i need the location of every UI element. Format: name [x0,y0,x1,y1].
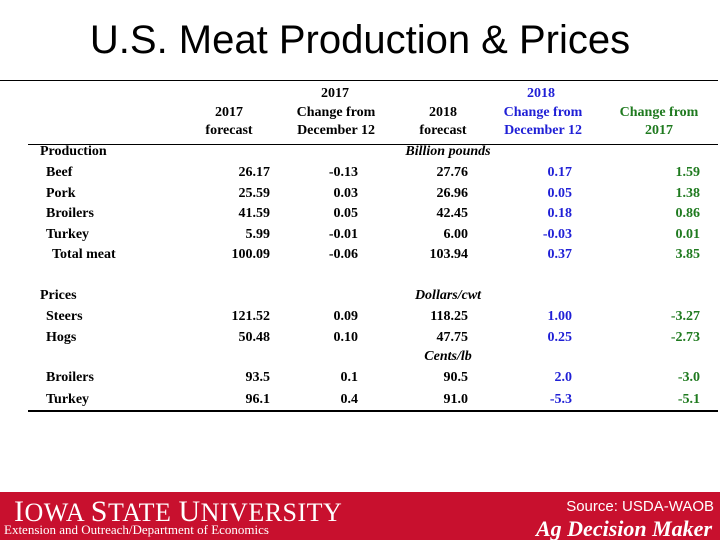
extension-text: Extension and Outreach/Department of Eco… [4,522,269,537]
table-row: Steers 121.52 0.09 118.25 1.00 -3.27 [28,309,718,327]
bottom-rule [28,410,718,412]
row-value: 42.45 [436,206,469,221]
row-value: -3.27 [670,309,700,324]
row-label: Turkey [46,392,90,407]
university-logo: IOWA STATE UNIVERSITY [14,495,343,528]
header-col1-line1: 2017 [215,105,243,120]
row-value: 1.00 [547,309,573,324]
table-row: Broilers 41.59 0.05 42.45 0.18 0.86 [28,206,718,224]
row-value: -3.0 [677,370,700,385]
row-value: 25.59 [238,185,271,201]
row-value: 27.76 [436,165,469,180]
row-value: 103.94 [429,247,469,262]
table-row: Turkey 96.1 0.4 91.0 -5.3 -5.1 [28,392,718,410]
table-row: Turkey 5.99 -0.01 6.00 -0.03 0.01 [28,227,718,245]
footer-bar [0,492,720,540]
row-value: -0.01 [328,226,358,242]
table-row: Pork 25.59 0.03 26.96 0.05 1.38 [28,186,718,204]
row-label: Broilers [46,370,94,385]
row-value: 41.59 [238,206,271,221]
header-col2-line2: December 12 [297,123,375,138]
row-value: 1.38 [675,185,701,201]
row-value: 2.0 [554,370,573,385]
header-2018-top: 2018 [527,86,555,101]
header-col3-line1: 2018 [429,105,457,120]
row-value: -5.3 [549,392,572,407]
header-col3-line2: forecast [419,123,467,138]
row-value: 6.00 [443,226,469,242]
row-value: 0.05 [333,206,359,221]
row-label: Broilers [46,206,94,221]
production-unit: Billion pounds [405,144,491,159]
row-value: -0.13 [328,165,358,180]
row-value: 90.5 [443,370,469,385]
prices-unit-dollars: Dollars/cwt [414,288,482,303]
row-value: 100.09 [231,247,271,262]
row-value: 0.1 [340,370,359,385]
header-col4-line1: Change from [503,105,583,120]
row-value: 0.86 [675,206,701,221]
header-col5-line2: 2017 [645,123,673,138]
row-value: 1.59 [675,165,701,180]
row-label: Turkey [46,226,90,242]
table-row: Beef 26.17 -0.13 27.76 0.17 1.59 [28,165,718,183]
row-label: Beef [46,165,73,180]
row-value: 0.05 [547,185,573,201]
row-value: 0.18 [547,206,573,221]
row-value: 118.25 [430,309,468,324]
row-value: -5.1 [677,392,700,407]
prices-unit-cents: Cents/lb [424,349,472,364]
row-value: 0.10 [333,329,359,345]
row-label: Total meat [52,247,116,262]
row-value: -0.03 [542,226,572,242]
row-value: 50.48 [238,329,271,345]
row-value: 96.1 [245,392,271,407]
row-label: Hogs [46,329,77,345]
header-2017-top: 2017 [321,86,349,101]
row-value: 0.37 [547,247,573,262]
header-col1-line2: forecast [205,123,253,138]
table-row: Broilers 93.5 0.1 90.5 2.0 -3.0 [28,370,718,388]
row-value: 3.85 [675,247,701,262]
header-col5-line1: Change from [619,105,699,120]
row-value: 91.0 [443,392,469,407]
row-value: 47.75 [436,329,469,345]
row-value: 0.09 [333,309,359,324]
row-value: 0.17 [547,165,573,180]
row-label: Steers [46,309,83,324]
table-row: Hogs 50.48 0.10 47.75 0.25 -2.73 [28,330,718,348]
header-col2-line1: Change from [296,105,376,120]
row-value: 26.96 [436,185,469,201]
row-value: 121.52 [231,309,271,324]
row-value: -2.73 [670,329,700,345]
header-rule [28,144,718,145]
source-text: Source: USDA-WAOB [566,498,714,515]
prices-label: Prices [40,288,77,303]
row-value: 93.5 [245,370,271,385]
row-value: -0.06 [328,247,358,262]
row-value: 0.03 [333,185,359,201]
header-col4-line2: December 12 [504,123,582,138]
row-value: 0.01 [675,226,701,242]
brand-text: Ag Decision Maker [536,516,712,541]
row-value: 5.99 [245,226,271,242]
row-value: 26.17 [238,165,271,180]
row-value: 0.25 [547,329,573,345]
row-value: 0.4 [340,392,359,407]
table-row: Total meat 100.09 -0.06 103.94 0.37 3.85 [28,247,718,265]
production-label: Production [40,144,107,159]
row-label: Pork [46,185,76,201]
top-rule [0,80,718,81]
page-title: U.S. Meat Production & Prices [89,18,631,62]
